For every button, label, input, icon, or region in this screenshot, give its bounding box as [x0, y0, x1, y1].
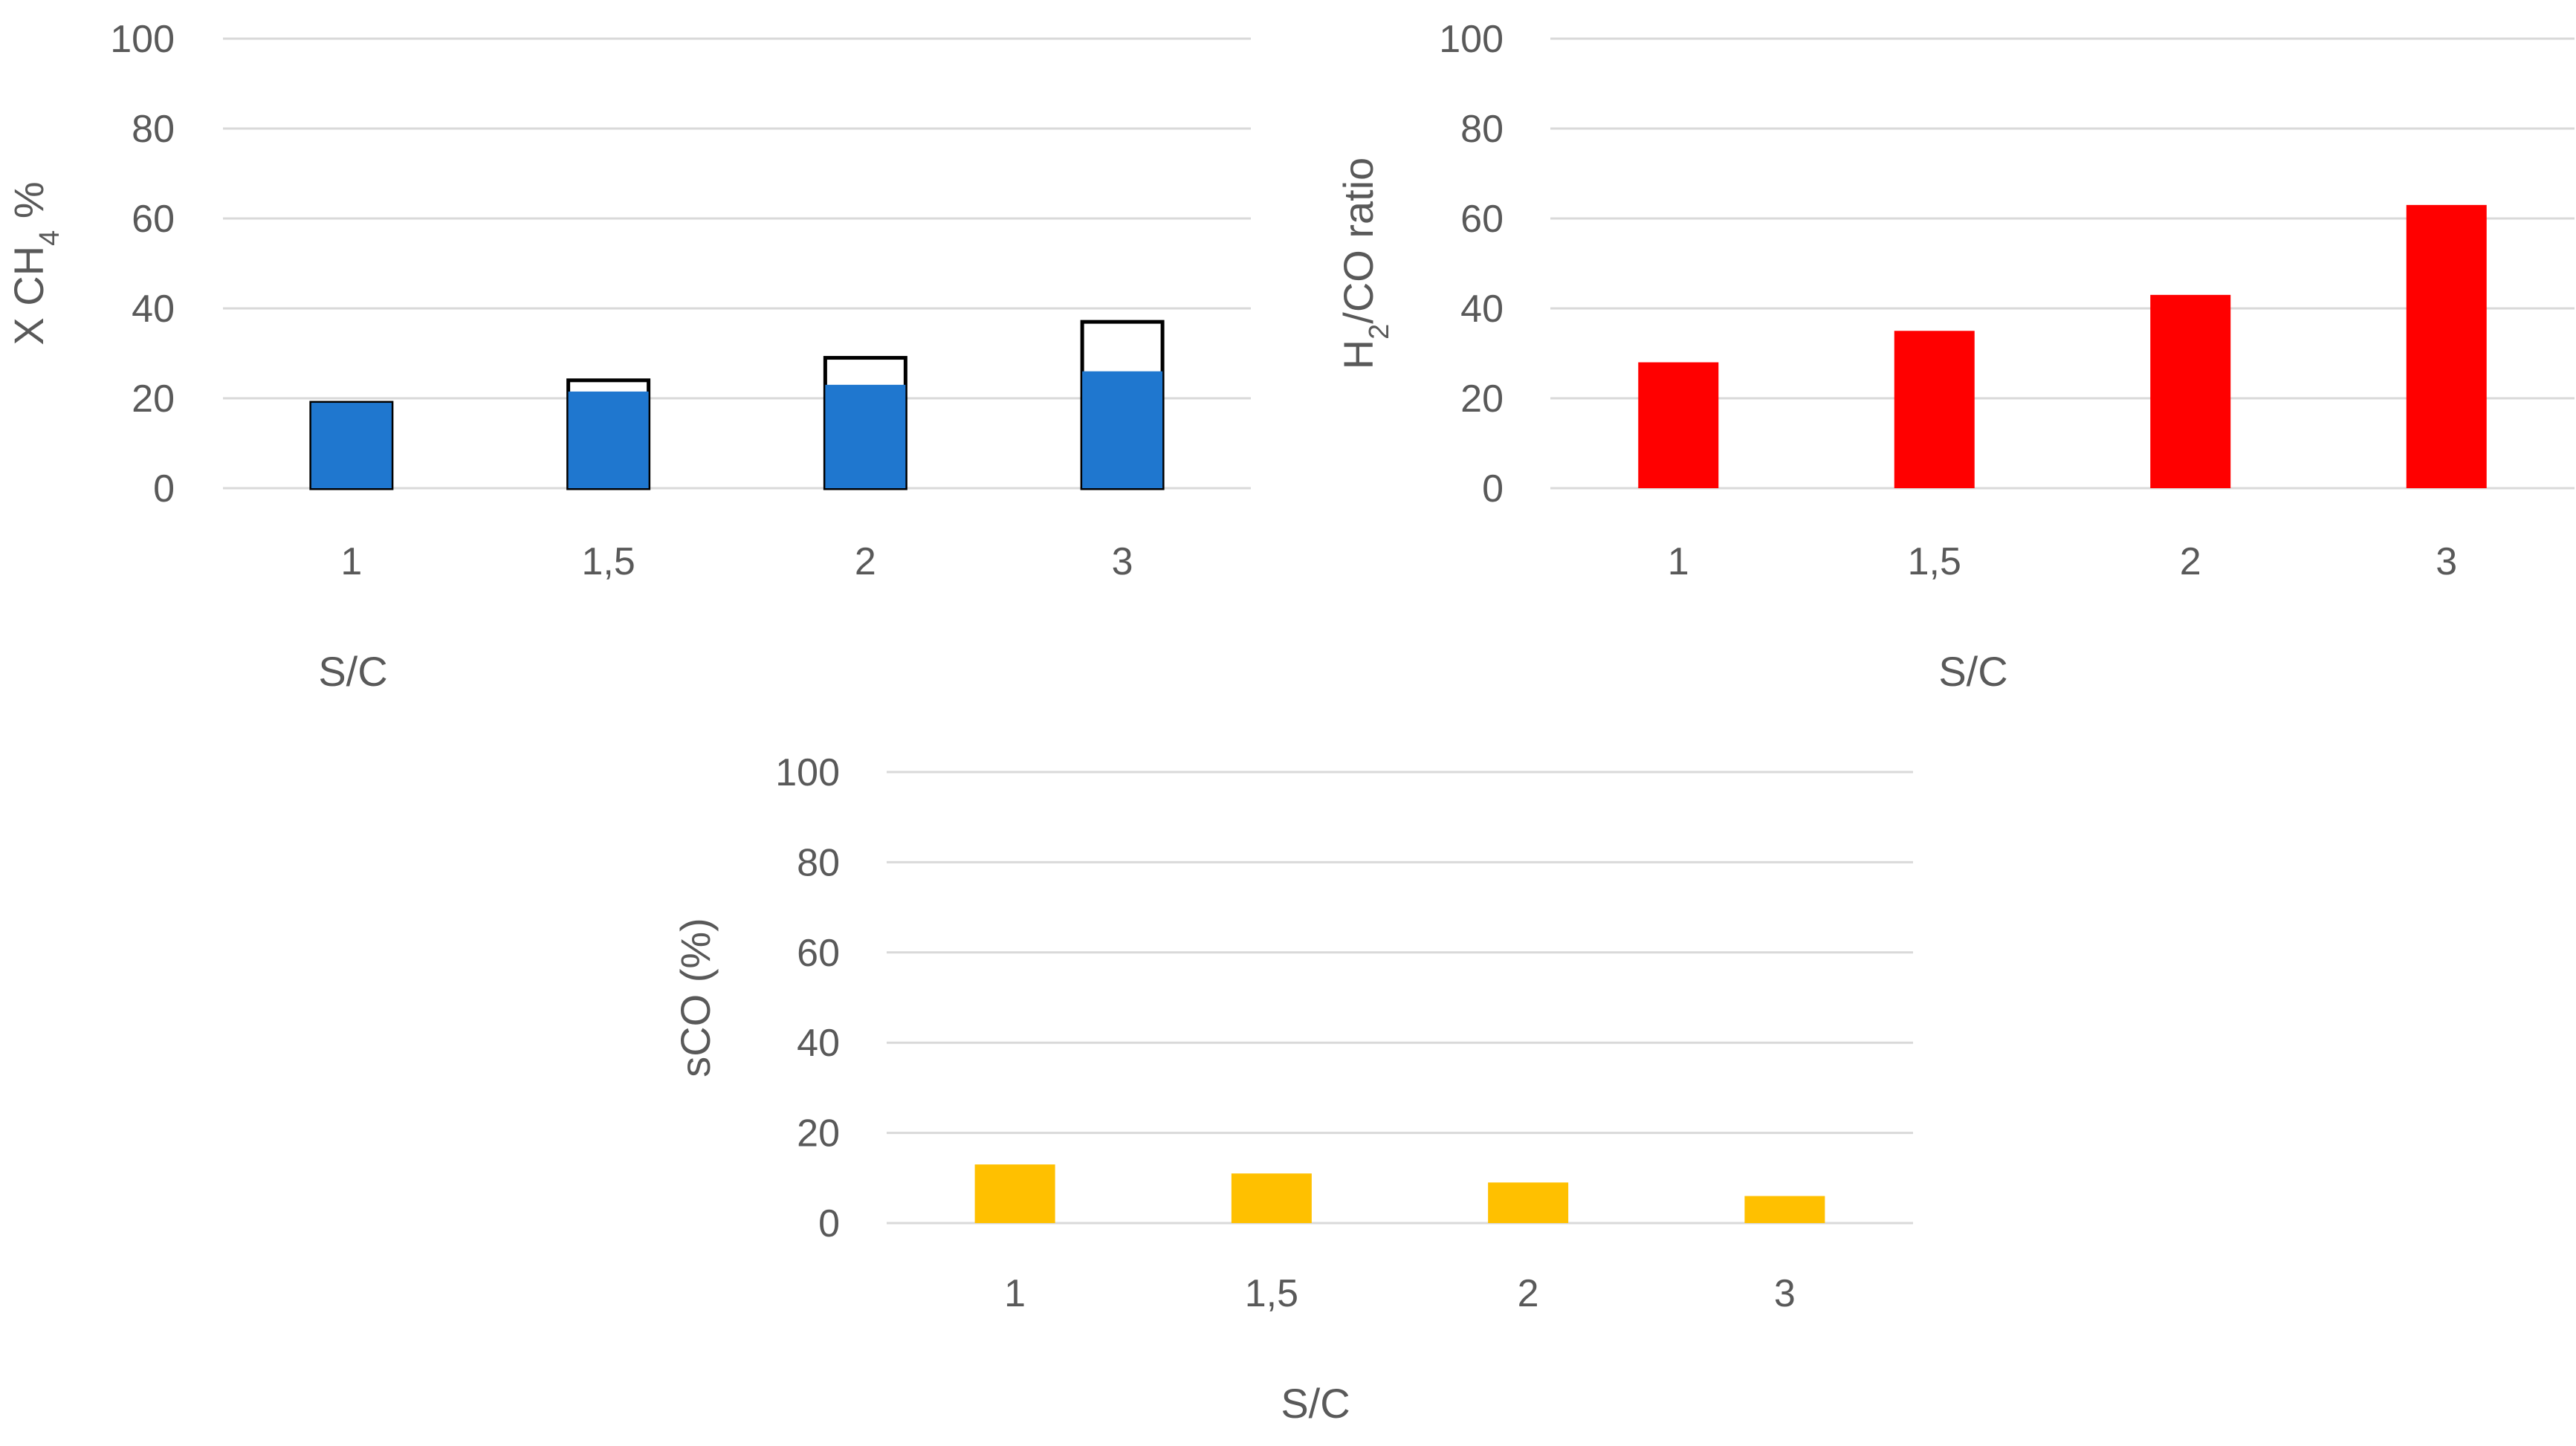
x-tick-label: 2	[855, 540, 876, 583]
bar-sco-	[1744, 1196, 1825, 1223]
bars	[974, 1164, 1825, 1223]
y-tick-label: 0	[818, 1202, 840, 1245]
x-tick-label: 3	[2436, 540, 2457, 583]
y-tick-label: 80	[132, 108, 175, 151]
y-axis-title-main: X CH	[5, 246, 52, 346]
x-axis-title: S/C	[318, 648, 387, 695]
x-tick-label: 1,5	[581, 540, 635, 583]
x-tick-labels: 1 1,5 2 3	[340, 540, 1133, 583]
y-axis-title-main: sCO (%)	[672, 918, 719, 1077]
x-tick-label: 1	[1004, 1272, 1026, 1315]
y-tick-label: 40	[132, 288, 175, 331]
bar-filled	[825, 384, 906, 488]
bar-filled	[568, 391, 649, 488]
x-tick-label: 1	[340, 540, 362, 583]
y-tick-label: 40	[1460, 288, 1504, 331]
y-tick-labels: 0 20 40 60 80 100	[1439, 18, 1504, 510]
x-tick-label: 3	[1774, 1272, 1796, 1315]
bars	[1638, 204, 2487, 488]
y-axis-title-suffix: /CO ratio	[1335, 158, 1382, 324]
y-axis-title: X CH4 %	[5, 181, 65, 345]
x-tick-label: 3	[1112, 540, 1133, 583]
y-tick-label: 20	[797, 1112, 840, 1155]
y-tick-label: 60	[1460, 198, 1504, 241]
y-axis-title-suffix: %	[5, 181, 52, 230]
y-tick-labels: 0 20 40 60 80 100	[775, 751, 840, 1245]
bar-h2-co-ratio	[1894, 331, 1975, 488]
y-tick-label: 80	[1460, 108, 1504, 151]
x-tick-label: 1,5	[1245, 1272, 1298, 1315]
bars	[309, 320, 1165, 490]
x-axis-title: S/C	[1281, 1380, 1350, 1427]
y-tick-label: 0	[1482, 467, 1504, 510]
bar-sco-	[1231, 1173, 1312, 1223]
y-tick-label: 0	[153, 467, 175, 510]
y-axis-title-subscript: 4	[34, 230, 65, 246]
x-tick-labels: 1 1,5 2 3	[1004, 1272, 1796, 1315]
y-tick-label: 60	[132, 198, 175, 241]
chart-sco-selectivity: 0 20 40 60 80 100 1 1,5 2 3 S/C sCO (%)	[672, 751, 1913, 1427]
y-axis-title: sCO (%)	[672, 918, 719, 1077]
bar-filled	[311, 403, 392, 488]
x-tick-label: 2	[2180, 540, 2201, 583]
chart-xch4-conversion: 0 20 40 60 80 100 1 1,5 2 3 S/C X CH4 %	[5, 18, 1251, 695]
bar-sco-	[974, 1164, 1055, 1223]
bar-h2-co-ratio	[2150, 294, 2231, 488]
x-tick-label: 1	[1668, 540, 1689, 583]
y-tick-label: 40	[797, 1022, 840, 1065]
x-tick-label: 1,5	[1908, 540, 1961, 583]
grid-lines	[887, 771, 1913, 1225]
grid-lines	[1550, 37, 2575, 490]
y-tick-label: 100	[1439, 18, 1504, 61]
y-axis-title-subscript: 2	[1364, 324, 1395, 340]
x-axis-title: S/C	[1938, 648, 2007, 695]
y-tick-label: 20	[132, 377, 175, 421]
bar-h2-co-ratio	[1638, 362, 1719, 488]
bar-filled	[1082, 371, 1163, 488]
y-tick-label: 100	[110, 18, 175, 61]
grid-lines	[223, 37, 1251, 490]
bar-h2-co-ratio	[2406, 204, 2487, 488]
x-tick-labels: 1 1,5 2 3	[1668, 540, 2457, 583]
bar-sco-	[1488, 1182, 1569, 1223]
y-axis-title: H2/CO ratio	[1335, 158, 1395, 370]
y-tick-label: 80	[797, 841, 840, 884]
y-tick-label: 60	[797, 932, 840, 975]
y-axis-title-main: H	[1335, 340, 1382, 369]
y-tick-label: 100	[775, 751, 840, 794]
y-tick-labels: 0 20 40 60 80 100	[110, 18, 175, 510]
y-tick-label: 20	[1460, 377, 1504, 421]
x-tick-label: 2	[1518, 1272, 1539, 1315]
